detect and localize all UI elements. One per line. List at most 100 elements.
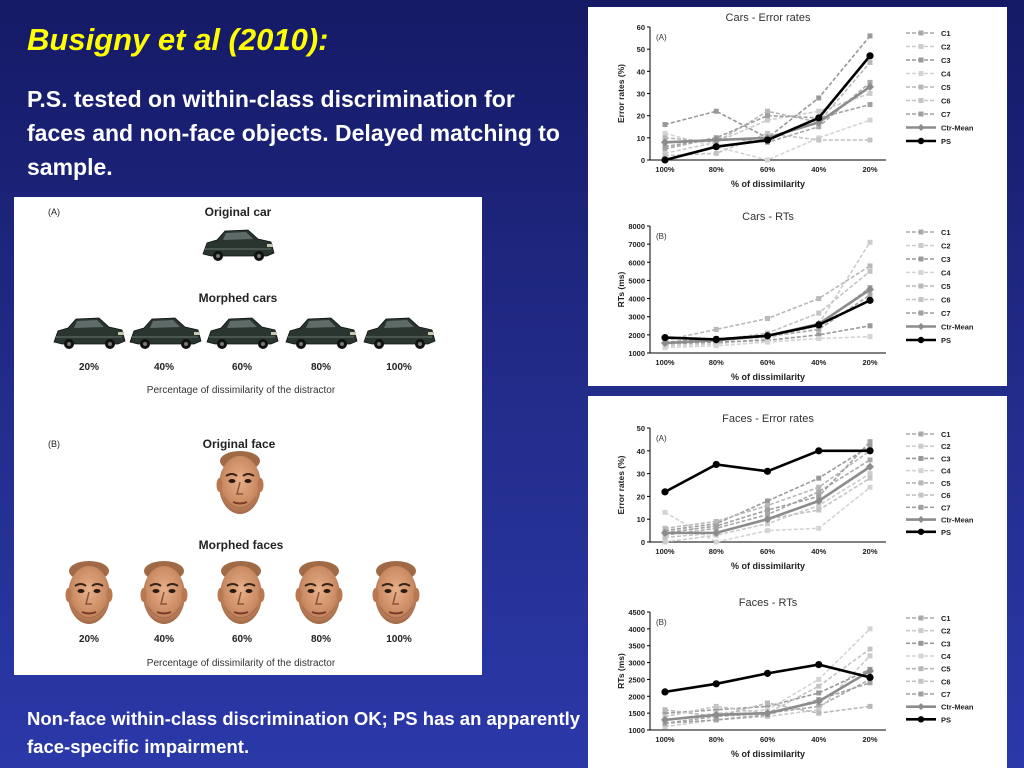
data-point: [662, 144, 668, 150]
x-tick-label: 40%: [811, 735, 826, 744]
car-caption: Percentage of dissimilarity of the distr…: [147, 385, 336, 396]
data-point: [866, 52, 874, 60]
original-face-image: [215, 450, 265, 515]
x-tick-label: 20%: [862, 165, 877, 174]
data-point: [712, 528, 721, 537]
data-point: [867, 653, 873, 659]
data-point: [765, 498, 770, 504]
legend-marker: [918, 455, 924, 461]
stimulus-panel: (A) Original car Morphed cars 20% 40% 60…: [14, 197, 482, 675]
chart-panel-tag: (A): [656, 33, 667, 42]
morphed-face-image: [139, 560, 189, 625]
legend-marker: [918, 71, 924, 76]
legend-marker: [918, 98, 924, 103]
data-point: [765, 521, 770, 527]
legend-label: C7: [941, 110, 951, 119]
data-point: [867, 626, 873, 632]
x-axis-label: % of dissimilarity: [731, 179, 805, 189]
data-point: [763, 669, 772, 677]
data-point: [661, 333, 669, 342]
panel-a-tag: (A): [48, 207, 60, 217]
legend-marker: [917, 137, 925, 145]
series-line: [664, 241, 871, 347]
x-tick-label: 40%: [811, 358, 826, 367]
data-point: [662, 130, 668, 136]
legend-label: PS: [941, 715, 951, 724]
x-axis-label: % of dissimilarity: [731, 561, 805, 571]
data-point: [866, 673, 874, 682]
panel-b-tag: (B): [48, 439, 60, 449]
data-point: [867, 137, 873, 143]
y-tick-label: 50: [637, 45, 645, 54]
data-point: [815, 114, 823, 122]
data-point: [765, 528, 770, 534]
data-point: [763, 467, 772, 475]
legend-marker: [917, 323, 925, 330]
data-point: [866, 667, 874, 675]
legend-label: Ctr-Mean: [941, 703, 974, 712]
y-tick-label: 6000: [628, 258, 645, 267]
data-point: [662, 153, 668, 159]
data-point: [867, 33, 873, 39]
data-point: [712, 143, 720, 151]
x-tick-label: 100%: [655, 735, 675, 744]
data-point: [867, 443, 873, 449]
data-point: [816, 137, 822, 143]
y-tick-label: 3500: [628, 642, 645, 651]
data-point: [713, 108, 719, 114]
y-tick-label: 5000: [628, 276, 645, 285]
faces-rt-chart: Faces - RTs (B) 1000 1500 2000 2500 3000 3500 40…: [616, 597, 974, 759]
legend-label: C7: [941, 309, 951, 318]
y-tick-label: 2500: [628, 675, 645, 684]
legend-label: Ctr-Mean: [941, 124, 974, 133]
legend-label: C1: [941, 614, 951, 623]
data-point: [765, 157, 770, 163]
original-car-label: Original car: [205, 205, 272, 219]
morphed-car-image: [285, 317, 358, 350]
legend-label: C3: [941, 255, 951, 264]
legend-marker: [918, 30, 924, 36]
legend-marker: [917, 336, 925, 344]
data-point: [712, 460, 720, 469]
legend-marker: [918, 229, 924, 235]
data-point: [867, 471, 873, 477]
chart-title: Cars - RTs: [742, 211, 794, 223]
y-tick-label: 8000: [628, 222, 645, 231]
data-point: [712, 710, 721, 719]
legend-label: C1: [941, 228, 951, 237]
slide-title: Busigny et al (2010):: [27, 22, 329, 57]
x-tick-label: 60%: [760, 165, 775, 174]
series-line: [664, 132, 870, 157]
legend-label: C1: [941, 430, 951, 439]
y-tick-label: 20: [637, 112, 645, 121]
legend-marker: [918, 492, 924, 498]
data-point: [713, 717, 719, 723]
data-point: [866, 447, 874, 455]
data-point: [867, 646, 873, 652]
data-point: [867, 680, 873, 686]
y-tick-label: 20: [637, 492, 645, 501]
legend-label: C5: [941, 479, 951, 488]
data-point: [816, 676, 822, 682]
data-point: [816, 475, 822, 481]
data-point: [816, 310, 822, 316]
morphed-face-image: [216, 560, 266, 625]
legend-label: C2: [941, 627, 951, 636]
data-point: [713, 343, 719, 349]
stimulus-figure: (A) Original car Morphed cars 20% 40% 60…: [48, 205, 436, 669]
x-tick-label: 60%: [760, 547, 775, 556]
y-tick-label: 1500: [628, 709, 645, 718]
legend-label: PS: [941, 336, 951, 345]
car-level-label: 20%: [79, 362, 99, 373]
data-point: [867, 703, 873, 709]
legend-label: C4: [941, 70, 951, 79]
data-point: [816, 493, 822, 499]
y-tick-label: 4000: [628, 625, 645, 634]
y-tick-label: 0: [641, 156, 645, 165]
y-tick-label: 7000: [628, 240, 645, 249]
x-tick-label: 40%: [811, 165, 826, 174]
data-point: [765, 108, 770, 114]
legend-label: C2: [941, 242, 951, 251]
chart-panel-tag: (A): [656, 434, 667, 443]
data-point: [866, 285, 874, 294]
